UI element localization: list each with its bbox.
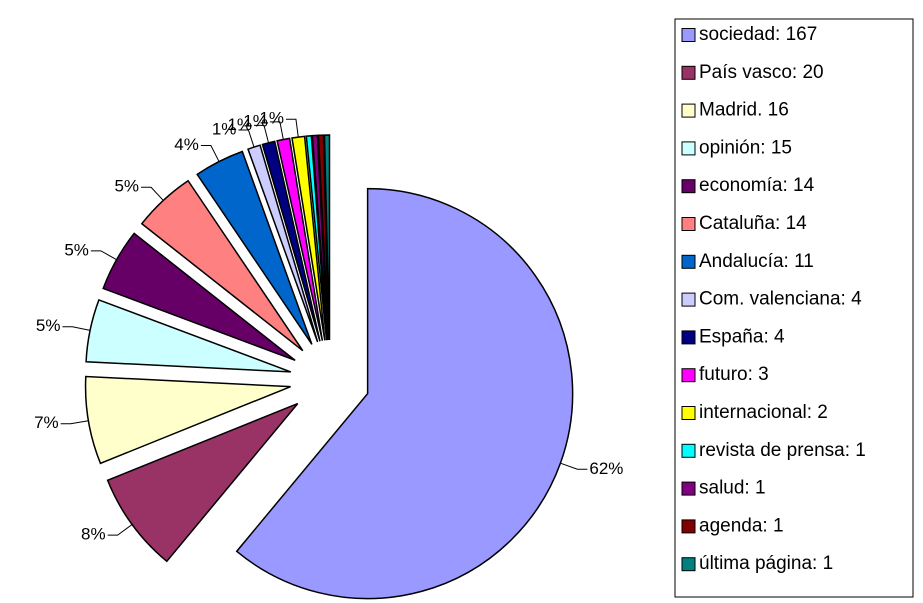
legend-swatch: [681, 65, 696, 80]
leader-line: [560, 462, 588, 470]
leader-line: [254, 124, 270, 143]
legend-label: Com. valenciana: 4: [699, 289, 862, 310]
legend-swatch: [681, 103, 696, 118]
legend-swatch: [681, 406, 696, 420]
pie-slice: [305, 134, 328, 341]
legend-label: Madrid. 16: [699, 100, 789, 121]
legend-label: sociedad: 167: [699, 24, 817, 45]
legend-label: País vasco: 20: [699, 62, 824, 83]
leader-line: [238, 129, 255, 148]
legend-label: economía: 14: [699, 175, 815, 196]
pie-slice: [291, 135, 326, 341]
legend-swatch: [681, 330, 696, 345]
pie-slice: [140, 179, 304, 352]
data-label: 5%: [114, 177, 139, 196]
pie-slice: [196, 150, 313, 345]
data-label: 1%: [243, 111, 268, 130]
data-label: 5%: [36, 316, 61, 335]
legend-swatch: [681, 254, 696, 269]
leader-line: [107, 524, 133, 536]
legend-label: Andalucía: 11: [699, 251, 814, 272]
legend-label: futuro: 3: [699, 364, 769, 385]
data-label: 7%: [34, 413, 59, 432]
legend-swatch: [681, 557, 696, 572]
legend-label: agenda: 1: [699, 515, 784, 536]
legend-swatch: [681, 28, 696, 42]
legend-label: salud: 1: [699, 478, 766, 499]
data-label: 8%: [81, 525, 106, 544]
legend-label: revista de prensa: 1: [699, 440, 866, 461]
data-label: 1%: [259, 109, 284, 128]
legend-swatch: [681, 217, 696, 231]
data-label: 4%: [174, 135, 199, 154]
pie-slice: [311, 134, 329, 341]
legend-label: España: 4: [699, 326, 785, 347]
leader-line: [269, 121, 284, 140]
leader-line: [90, 250, 117, 261]
pie-slice: [323, 134, 331, 341]
pie-slice: [235, 187, 574, 600]
data-label: 1%: [227, 115, 252, 134]
legend-swatch: [681, 292, 696, 307]
leader-line: [285, 118, 299, 138]
pie-slice: [106, 402, 299, 563]
leader-line: [200, 145, 220, 162]
legend-label: internacional: 2: [699, 402, 828, 423]
legend-swatch: [681, 443, 696, 458]
legend-swatch: [681, 481, 696, 496]
legend-label: opinión: 15: [699, 137, 792, 158]
legend-swatch: [681, 368, 696, 383]
legend-label: Cataluña: 14: [699, 213, 807, 234]
leader-line: [60, 420, 89, 425]
legend: sociedad: 167 País vasco: 20 Madrid. 16 opi…: [681, 24, 866, 574]
data-label: 5%: [64, 240, 89, 259]
data-label: 62%: [589, 459, 623, 478]
data-label: 1%: [212, 119, 237, 138]
leader-line: [62, 326, 91, 331]
pie-slice: [317, 134, 330, 341]
legend-box: [674, 18, 914, 598]
legend-swatch: [681, 519, 696, 534]
legend-swatch: [681, 141, 696, 156]
legend-label: última página: 1: [699, 553, 833, 574]
leader-line: [141, 186, 164, 201]
legend-swatch: [681, 179, 696, 194]
